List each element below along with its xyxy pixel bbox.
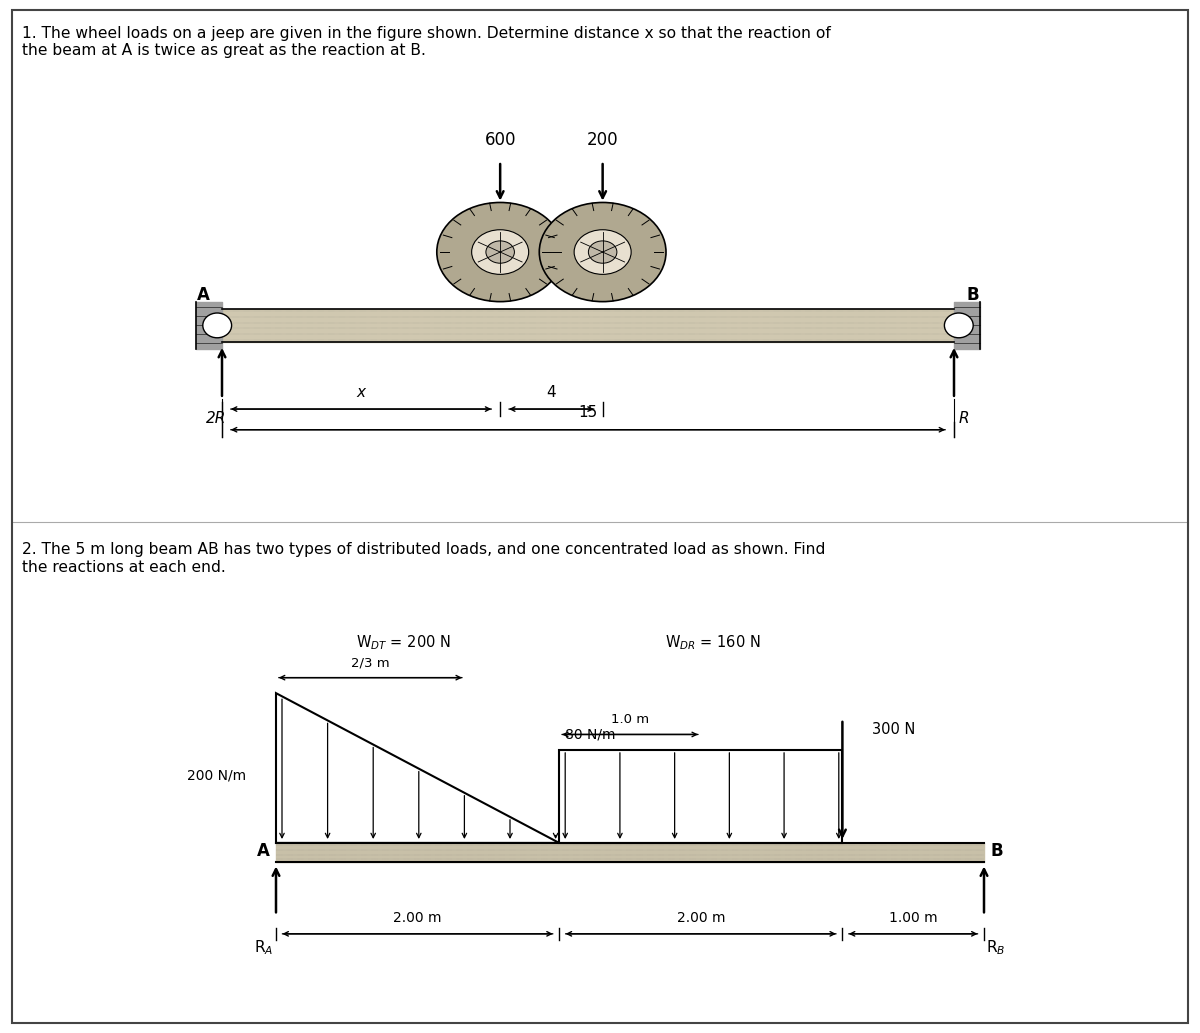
- Text: R$_A$: R$_A$: [254, 938, 274, 957]
- Circle shape: [203, 313, 232, 338]
- Ellipse shape: [437, 202, 564, 302]
- Ellipse shape: [588, 241, 617, 263]
- Text: R: R: [959, 411, 968, 427]
- Text: B: B: [966, 286, 979, 304]
- Text: 1.0 m: 1.0 m: [611, 713, 649, 726]
- Text: 80 N/m: 80 N/m: [565, 727, 616, 742]
- Ellipse shape: [574, 229, 631, 275]
- Text: 2.00 m: 2.00 m: [677, 910, 725, 925]
- Text: 200: 200: [587, 131, 618, 149]
- Ellipse shape: [472, 229, 529, 275]
- Text: 15: 15: [578, 405, 598, 420]
- Text: x: x: [356, 384, 366, 400]
- Text: 2R: 2R: [206, 411, 226, 427]
- Text: W$_{DR}$ = 160 N: W$_{DR}$ = 160 N: [665, 633, 761, 652]
- Text: 4: 4: [546, 384, 557, 400]
- Circle shape: [944, 313, 973, 338]
- Ellipse shape: [539, 202, 666, 302]
- Text: 2. The 5 m long beam AB has two types of distributed loads, and one concentrated: 2. The 5 m long beam AB has two types of…: [22, 542, 824, 574]
- Text: 2/3 m: 2/3 m: [352, 656, 390, 669]
- Ellipse shape: [486, 241, 515, 263]
- Text: W$_{DT}$ = 200 N: W$_{DT}$ = 200 N: [356, 633, 451, 652]
- Text: 300 N: 300 N: [872, 722, 916, 737]
- Text: A: A: [197, 286, 210, 304]
- Text: 1. The wheel loads on a jeep are given in the figure shown. Determine distance x: 1. The wheel loads on a jeep are given i…: [22, 26, 830, 58]
- Text: 600: 600: [485, 131, 516, 149]
- Text: B: B: [990, 842, 1003, 860]
- Text: 1.00 m: 1.00 m: [889, 910, 937, 925]
- Text: 200 N/m: 200 N/m: [187, 769, 246, 783]
- Text: R$_B$: R$_B$: [986, 938, 1006, 957]
- Text: 2.00 m: 2.00 m: [394, 910, 442, 925]
- Text: A: A: [257, 842, 270, 860]
